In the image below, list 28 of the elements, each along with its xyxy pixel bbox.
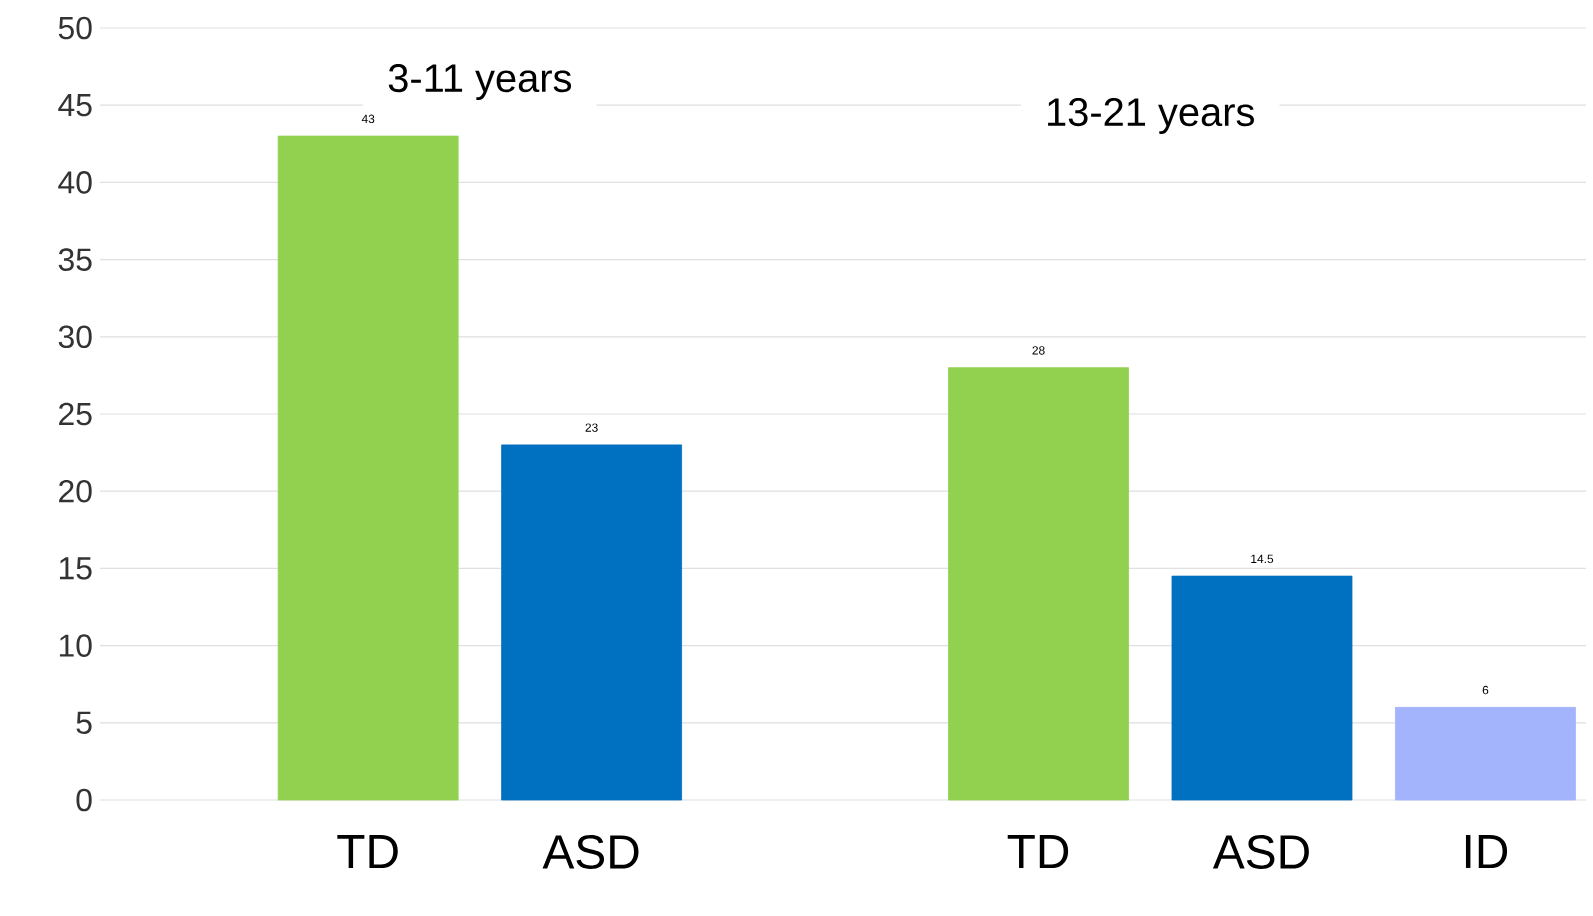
data-label: 14.5 <box>1251 554 1274 564</box>
bar <box>277 135 459 801</box>
y-tick-label: 45 <box>58 94 92 117</box>
y-tick-label: 30 <box>58 325 92 349</box>
bar <box>501 444 683 801</box>
x-tick-label: TD <box>337 835 398 868</box>
y-tick-label: 25 <box>59 402 92 426</box>
x-tick-label: TD <box>1007 835 1069 868</box>
x-tick-label: ASD <box>542 835 639 869</box>
data-label: 6 <box>1482 685 1489 695</box>
x-tick-label: ASD <box>1212 835 1309 869</box>
bar <box>1171 575 1353 801</box>
bar <box>948 367 1129 801</box>
y-tick-label: 40 <box>58 171 92 194</box>
bar <box>1395 706 1576 801</box>
y-tick-label: 15 <box>59 557 92 580</box>
annotation: 13-21 years <box>1048 97 1254 135</box>
x-tick-label: ID <box>1465 835 1508 868</box>
y-tick-label: 5 <box>76 711 92 734</box>
y-tick-label: 50 <box>58 16 92 40</box>
y-tick-label: 35 <box>58 248 92 271</box>
data-label: 28 <box>1032 346 1045 355</box>
y-tick-label: 0 <box>76 788 92 812</box>
y-tick-label: 20 <box>59 479 92 503</box>
data-label: 43 <box>361 114 375 124</box>
annotation: 3-11 years <box>388 64 572 101</box>
y-tick-label: 10 <box>59 634 92 657</box>
data-label: 23 <box>585 423 598 432</box>
